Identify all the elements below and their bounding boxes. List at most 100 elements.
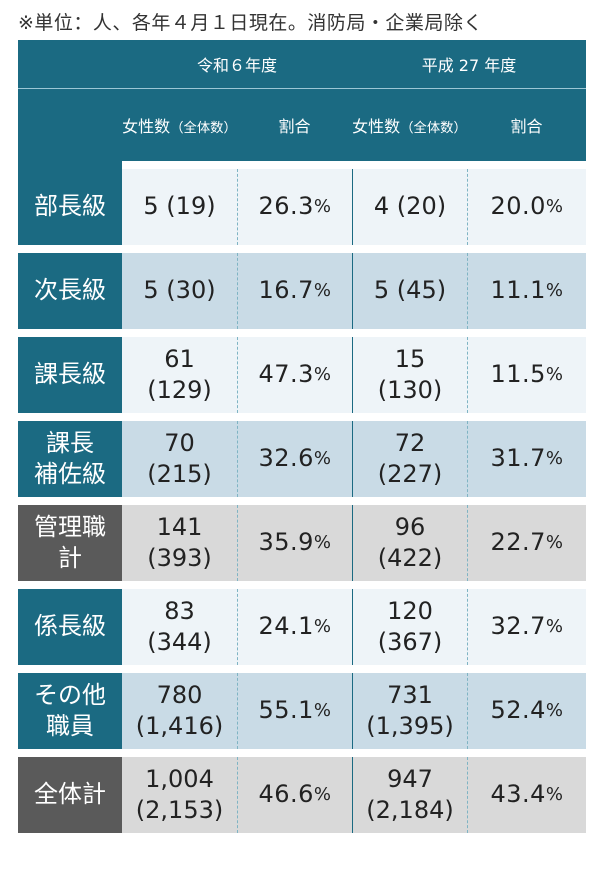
h27-count: 947 (2,184) — [352, 757, 467, 833]
ratio-value: 26.3 — [258, 192, 314, 221]
table-row: 係長級 83 (344) 24.1% 120 (367) 32.7% — [18, 589, 586, 665]
header-group-h27: 平成 27 年度 — [352, 40, 586, 89]
ratio-value: 35.9 — [258, 528, 314, 557]
cell-line: 72 — [394, 428, 426, 457]
cell-line: (1,395) — [366, 712, 454, 740]
percent-unit: % — [545, 700, 564, 722]
row-label-line: 次長級 — [34, 276, 106, 305]
table-header-row-1: 令和６年度 平成 27 年度 — [18, 40, 586, 89]
percent-unit: % — [313, 532, 332, 554]
h27-count: 5 (45) — [352, 253, 467, 329]
header-count-line2: （全体数） — [170, 121, 237, 136]
table-header-row-2: 女性数（全体数） 割合 女性数（全体数） 割合 — [18, 89, 586, 161]
ratio-value: 52.4 — [490, 696, 546, 725]
cell-line: (2,153) — [135, 796, 224, 824]
row-label: 管理職計 — [18, 505, 122, 581]
cell-line: (393) — [147, 544, 212, 572]
header-group-r6: 令和６年度 — [122, 40, 352, 89]
header-count-r6: 女性数（全体数） — [122, 89, 237, 161]
table-row: 管理職計 141 (393) 35.9% 96 (422) 22.7% — [18, 505, 586, 581]
ratio-value: 43.4 — [490, 780, 546, 809]
ratio-value: 31.7 — [490, 444, 546, 473]
ratio-value: 24.1 — [258, 612, 314, 641]
r6-ratio: 24.1% — [237, 589, 352, 665]
h27-count: 731 (1,395) — [352, 673, 467, 749]
ratio-value: 55.1 — [258, 696, 314, 725]
row-label-line: その他 — [34, 680, 106, 709]
table-row: その他 職員 780 (1,416) 55.1% 731 (1,395) 52.4% — [18, 673, 586, 749]
cell-line: (130) — [377, 376, 443, 404]
r6-count: 5 (30) — [122, 253, 237, 329]
row-label-line: 職員 — [46, 712, 94, 740]
row-gap — [18, 245, 586, 253]
cell-line: 120 — [387, 596, 433, 625]
table-row: 部長級 5 (19) 26.3% 4 (20) 20.0% — [18, 169, 586, 245]
row-label: 全体計 — [18, 757, 122, 833]
cell-line: (2,184) — [366, 796, 454, 824]
r6-count: 83 (344) — [122, 589, 237, 665]
corner-cell-2 — [18, 89, 122, 161]
percent-unit: % — [545, 280, 564, 302]
unit-note: ※単位：人、各年４月１日現在。消防局・企業局除く — [18, 8, 483, 35]
table-row: 全体計 1,004 (2,153) 46.6% 947 (2,184) 43.4% — [18, 757, 586, 833]
row-label: 課長 補佐級 — [18, 421, 122, 497]
percent-unit: % — [313, 448, 332, 470]
row-gap — [18, 665, 586, 673]
row-label-line: 部長級 — [34, 192, 106, 221]
row-label-line: 計 — [58, 544, 82, 572]
row-label: 課長級 — [18, 337, 122, 413]
cell-line: (367) — [377, 628, 443, 656]
h27-ratio: 31.7% — [467, 421, 586, 497]
corner-cell — [18, 40, 122, 89]
cell-line: 15 — [394, 344, 426, 373]
h27-count: 4 (20) — [352, 169, 467, 245]
cell-line: (227) — [377, 460, 443, 488]
header-count-line1: 女性数 — [352, 117, 401, 136]
cell-line: 731 — [387, 680, 433, 709]
ratio-value: 46.6 — [258, 780, 314, 809]
h27-ratio: 32.7% — [467, 589, 586, 665]
r6-ratio: 47.3% — [237, 337, 352, 413]
row-label-line: 全体計 — [34, 780, 106, 809]
r6-ratio: 55.1% — [237, 673, 352, 749]
h27-count: 72 (227) — [352, 421, 467, 497]
header-count-line2: （全体数） — [400, 121, 467, 136]
cell-line: (1,416) — [135, 712, 224, 740]
percent-unit: % — [313, 196, 332, 218]
cell-line: (422) — [377, 544, 443, 572]
ratio-value: 11.5 — [490, 360, 546, 389]
h27-ratio: 52.4% — [467, 673, 586, 749]
header-count-h27: 女性数（全体数） — [352, 89, 467, 161]
row-label-line: 管理職 — [34, 512, 106, 541]
h27-count: 120 (367) — [352, 589, 467, 665]
ratio-value: 20.0 — [490, 192, 546, 221]
cell-line: 61 — [164, 344, 195, 373]
header-count-line1: 女性数 — [122, 117, 171, 136]
percent-unit: % — [313, 700, 332, 722]
cell-line: 70 — [164, 428, 195, 457]
percent-unit: % — [313, 616, 332, 638]
cell-line: 947 — [387, 764, 433, 793]
row-gap — [18, 329, 586, 337]
percent-unit: % — [313, 784, 332, 806]
r6-ratio: 16.7% — [237, 253, 352, 329]
row-label: その他 職員 — [18, 673, 122, 749]
h27-ratio: 22.7% — [467, 505, 586, 581]
header-gap — [18, 161, 586, 169]
women-managers-table: 令和６年度 平成 27 年度 女性数（全体数） 割合 女性数（全体数） 割合 部… — [18, 40, 586, 833]
r6-count: 1,004 (2,153) — [122, 757, 237, 833]
percent-unit: % — [545, 532, 564, 554]
row-gap — [18, 581, 586, 589]
header-ratio-r6: 割合 — [237, 89, 352, 161]
table-row: 課長級 61 (129) 47.3% 15 (130) 11.5% — [18, 337, 586, 413]
r6-ratio: 46.6% — [237, 757, 352, 833]
row-label: 次長級 — [18, 253, 122, 329]
unit-note-text: ※単位：人、各年４月１日現在。消防局・企業局除く — [18, 12, 483, 34]
cell-line: (215) — [147, 460, 212, 488]
ratio-value: 11.1 — [490, 276, 546, 305]
percent-unit: % — [545, 448, 564, 470]
table-row: 課長 補佐級 70 (215) 32.6% 72 (227) 31.7% — [18, 421, 586, 497]
r6-ratio: 26.3% — [237, 169, 352, 245]
row-gap — [18, 413, 586, 421]
row-label-line: 補佐級 — [34, 460, 106, 488]
